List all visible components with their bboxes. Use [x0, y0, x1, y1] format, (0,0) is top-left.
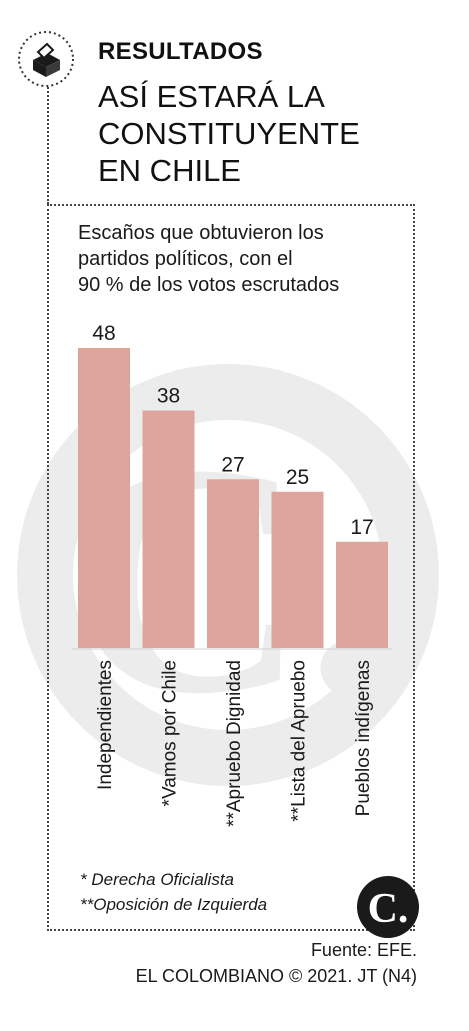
footnote-derecha: * Derecha Oficialista [80, 870, 235, 889]
title-line: CONSTITUYENTE [98, 116, 360, 151]
el-colombiano-logo: C. [356, 875, 420, 939]
category-label-2: **Apruebo Dignidad [224, 660, 245, 827]
kicker-label: RESULTADOS [98, 38, 263, 65]
value-label-1: 38 [157, 385, 180, 408]
title-line: ASÍ ESTARÁ LA [98, 79, 325, 114]
bar-0 [78, 348, 130, 648]
page-title: ASÍ ESTARÁ LA CONSTITUYENTE EN CHILE [98, 78, 428, 189]
logo-letter: C. [368, 886, 409, 932]
ballot-box-icon [17, 30, 75, 88]
bar-4 [336, 541, 388, 648]
credit-label: EL COLOMBIANO © 2021. JT (N4) [135, 966, 417, 986]
bar-3 [271, 491, 324, 648]
chart-subtitle: Escaños que obtuvieron los partidos polí… [78, 220, 398, 298]
bar-2 [207, 479, 259, 648]
footnote-izquierda: **Oposición de Izquierda [80, 895, 268, 914]
value-label-3: 25 [286, 466, 309, 489]
subtitle-line: partidos políticos, con el [78, 248, 293, 270]
title-line: EN CHILE [98, 153, 241, 188]
bar-1 [142, 410, 195, 648]
dotted-connector [47, 80, 49, 204]
chart-frame [47, 204, 415, 931]
category-label-4: Pueblos indígenas [353, 660, 374, 816]
category-label-0: Independientes [95, 660, 116, 790]
category-label-3: **Lista del Apruebo [289, 660, 310, 822]
value-label-2: 27 [221, 453, 244, 476]
category-label-1: *Vamos por Chile [160, 660, 181, 806]
value-label-0: 48 [92, 322, 115, 345]
value-label-4: 17 [350, 516, 373, 539]
subtitle-line: 90 % de los votos escrutados [78, 274, 340, 296]
source-label: Fuente: EFE. [310, 940, 417, 960]
subtitle-line: Escaños que obtuvieron los [78, 222, 324, 244]
